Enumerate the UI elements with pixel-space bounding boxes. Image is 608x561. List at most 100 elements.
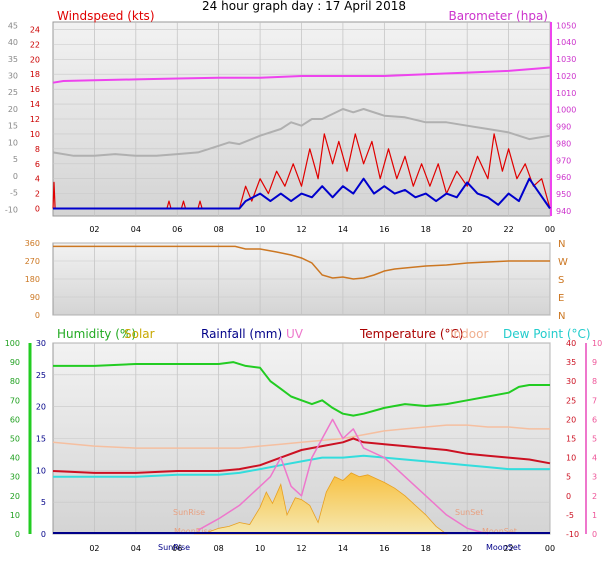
rain-tick-20: 20 [36,403,46,412]
legend-indoor: Indoor [450,327,488,341]
humidity-tick-100: 100 [5,339,20,348]
temp-tick--5: -5 [566,511,574,520]
humidity-tick-70: 70 [10,396,20,405]
solar-area [193,472,448,535]
gust-tick-40: 40 [8,38,18,47]
uv-tick-3: 3 [592,473,597,482]
uv-tick-8: 8 [592,377,597,386]
wind-tick-8: 8 [35,145,40,154]
legend-windspeed: Windspeed (kts) [57,9,155,23]
humidity-tick-80: 80 [10,377,20,386]
temp-tick-35: 35 [566,358,576,367]
baro-line [52,66,551,84]
x-tick-label-00: 00 [545,544,555,553]
x-tick-label-08: 08 [214,544,224,553]
wind-tick-24: 24 [30,25,40,34]
wind-tick-6: 6 [35,160,40,169]
humidity-tick-10: 10 [10,511,20,520]
rain-tick-5: 5 [41,498,46,507]
uv-line [197,418,489,535]
legend-uv: UV [286,327,304,341]
wind-tick-16: 16 [30,85,40,94]
baro-tick-950: 950 [556,190,571,199]
legend-solar: Solar [124,327,155,341]
humidity-tick-90: 90 [10,358,20,367]
x-tick-label-02: 02 [89,544,99,553]
temp-tick-15: 15 [566,435,576,444]
x-tick-label-12: 12 [296,225,306,234]
x-tick-label-18: 18 [421,225,431,234]
gust-tick--10: -10 [5,205,18,214]
baro-tick-1030: 1030 [556,55,576,64]
temp-tick-25: 25 [566,396,576,405]
x-tick-label-06: 06 [172,225,182,234]
gust-tick-10: 10 [8,138,18,147]
baro-tick-980: 980 [556,139,571,148]
rain-tick-30: 30 [36,339,46,348]
x-tick-label-04: 04 [131,544,141,553]
x-tick-label-12: 12 [296,544,306,553]
x-tick-label-14: 14 [338,225,348,234]
baro-tick-1000: 1000 [556,106,576,115]
x-tick-label-06: 06 [172,544,182,553]
uv-tick-4: 4 [592,454,597,463]
humidity-line [53,361,550,417]
x-tick-label-00: 00 [545,225,555,234]
temp-tick--10: -10 [566,530,579,539]
humidity-tick-60: 60 [10,415,20,424]
wind-tick-14: 14 [30,100,40,109]
baro-tick-1010: 1010 [556,89,576,98]
uv-tick-9: 9 [592,358,597,367]
uv-tick-7: 7 [592,396,597,405]
humidity-tick-30: 30 [10,473,20,482]
compass-N: N [558,239,565,250]
uv-tick-5: 5 [592,435,597,444]
axis-ticks: 0202040406060808101012121414161618182020… [5,21,602,553]
gust-tick-30: 30 [8,72,18,81]
wind-tick-0: 0 [35,205,40,214]
temp-tick-30: 30 [566,377,576,386]
x-tick-label-10: 10 [255,225,265,234]
legend-barometer: Barometer (hpa) [449,9,548,23]
x-tick-label-22: 22 [503,225,513,234]
uv-tick-10: 10 [592,339,602,348]
compass-S: S [558,275,564,286]
direction-line [53,245,550,280]
rain-tick-0: 0 [41,530,46,539]
x-tick-label-16: 16 [379,225,389,234]
x-tick-label-20: 20 [462,225,472,234]
humidity-tick-40: 40 [10,454,20,463]
dir-tick-360: 360 [25,239,40,248]
gust-tick-25: 25 [8,88,18,97]
baro-tick-990: 990 [556,123,571,132]
humidity-tick-0: 0 [15,530,20,539]
x-tick-label-02: 02 [89,225,99,234]
x-tick-label-18: 18 [421,544,431,553]
chart-title: 24 hour graph day : 17 April 2018 [202,0,406,13]
x-tick-label-14: 14 [338,544,348,553]
baro-tick-970: 970 [556,156,571,165]
uv-tick-1: 1 [592,511,597,520]
temp-tick-0: 0 [566,492,571,501]
gust-line [53,177,551,210]
annotation-moonrise: MoonRise [174,527,213,536]
wind-tick-2: 2 [35,190,40,199]
baro-tick-1020: 1020 [556,72,576,81]
annotation-sunrise: SunRise [173,508,205,517]
x-tick-label-08: 08 [214,225,224,234]
dir-tick-180: 180 [25,275,40,284]
legend-dewpoint: Dew Point (°C) [503,327,591,341]
uv-tick-2: 2 [592,492,597,501]
gust-tick-20: 20 [8,105,18,114]
humidity-tick-50: 50 [10,435,20,444]
annotation-sunset: SunSet [455,508,483,517]
baro-tick-940: 940 [556,207,571,216]
x-tick-label-10: 10 [255,544,265,553]
gust-tick-35: 35 [8,55,18,64]
temp-tick-20: 20 [566,415,576,424]
temp-tick-5: 5 [566,473,571,482]
baro-tick-960: 960 [556,173,571,182]
compass-E: E [558,293,564,304]
wind-tick-12: 12 [30,115,40,124]
